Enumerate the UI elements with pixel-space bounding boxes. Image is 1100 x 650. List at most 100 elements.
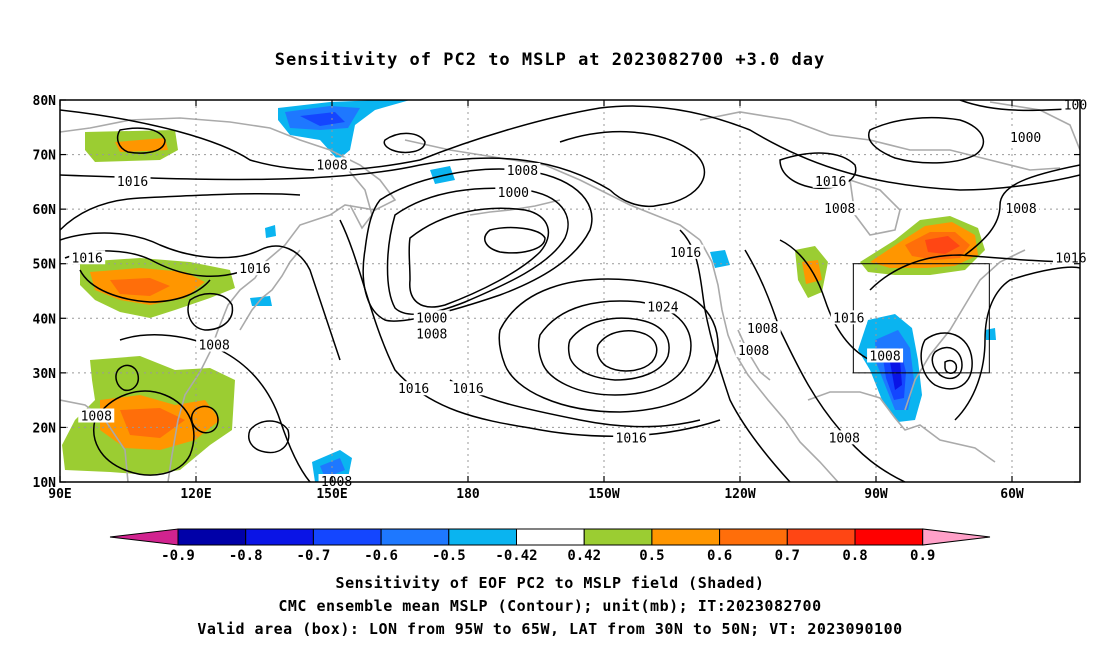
contour-line <box>964 164 1080 256</box>
lon-tick-label: 120W <box>724 487 755 502</box>
contour-label-bg <box>495 184 532 199</box>
contour-label: 1008 <box>507 164 538 179</box>
lat-tick-label: 50N <box>33 258 57 273</box>
contour-line <box>79 269 211 303</box>
lat-tick-label: 10N <box>33 476 57 491</box>
contour-line <box>248 420 290 454</box>
contour-label-bg <box>504 162 541 177</box>
colorbar-segment <box>448 528 517 546</box>
coastline-gulf <box>807 391 996 463</box>
contour-label: 1000 <box>1010 131 1041 146</box>
contour-label-bg <box>812 173 849 188</box>
negative-sensitivity-patch <box>985 328 996 340</box>
positive-sensitivity-patch <box>115 138 168 152</box>
colorbar-segment <box>380 528 450 546</box>
positive-sensitivity-patch <box>120 408 185 438</box>
contour-label: 1008 <box>824 202 855 217</box>
contour-line <box>419 105 1080 191</box>
caption-valid-area: Valid area (box): LON from 95W to 65W, L… <box>197 620 903 638</box>
contour-line <box>383 132 426 154</box>
contour-line <box>190 405 219 434</box>
lat-tick-label: 30N <box>33 367 57 382</box>
coastline-greenland <box>989 101 1080 151</box>
contour-label: 1000 <box>498 186 529 201</box>
colorbar-label: -0.7 <box>297 548 331 564</box>
coastline-east-us <box>904 249 1026 411</box>
lat-tick-label: 20N <box>33 421 57 436</box>
contour-label-bg <box>69 250 106 265</box>
contour-label-bg <box>413 326 450 341</box>
coastline-north-america-west <box>699 239 839 482</box>
contour-label-bg <box>867 348 904 363</box>
contour-line <box>868 116 985 164</box>
contour-label: 1016 <box>117 175 148 190</box>
contour-label: 1008 <box>738 344 769 359</box>
lon-tick-label: 150W <box>588 487 619 502</box>
caption-shaded: Sensitivity of EOF PC2 to MSLP field (Sh… <box>335 574 765 592</box>
colorbar-extend-high <box>922 528 991 546</box>
contour-line <box>537 300 692 396</box>
contour-line <box>498 278 719 413</box>
negative-sensitivity-patch <box>300 112 345 126</box>
contour-label-bg <box>644 299 681 314</box>
contour-line <box>60 157 611 191</box>
colorbar-label: -0.8 <box>229 548 263 564</box>
positive-sensitivity-patch <box>925 236 960 254</box>
contour-label: 1016 <box>398 382 429 397</box>
contour-line <box>119 334 311 482</box>
contour-label-bg <box>196 337 233 352</box>
map-axes: 90E 120E 150E 180 150W 120W 90W 60W 10N 20N 30N 40N… <box>33 94 1080 502</box>
colorbar-label: -0.5 <box>432 548 466 564</box>
caption-contour: CMC ensemble mean MSLP (Contour); unit(m… <box>278 597 822 615</box>
colorbar-label: 0.6 <box>707 548 732 564</box>
lon-tick-label: 60W <box>1000 487 1024 502</box>
mslp-contours <box>60 100 1080 482</box>
contour-label: 1016 <box>1055 251 1086 266</box>
lon-tick-label: 90W <box>864 487 888 502</box>
contour-label-bg <box>314 157 350 172</box>
coastline-arctic <box>699 111 1061 171</box>
colorbar-label: 0.7 <box>775 548 800 564</box>
lat-tick-label: 60N <box>33 203 57 218</box>
colorbar-label: 0.5 <box>639 548 664 564</box>
contour-line <box>60 109 421 171</box>
contour-label-bg <box>667 244 704 259</box>
lat-tick-label: 80N <box>33 94 57 109</box>
contour-label: 1008 <box>81 410 112 425</box>
contour-label-bg <box>1003 201 1040 216</box>
coastline-baja <box>737 329 771 381</box>
positive-sensitivity-patch <box>110 278 170 296</box>
contour-label-bg <box>830 310 867 325</box>
contour-label: 1016 <box>815 175 846 190</box>
contour-label: 1008 <box>416 328 447 343</box>
contour-line <box>931 346 963 380</box>
contour-line <box>484 226 546 254</box>
lon-tick-label: 180 <box>456 487 480 502</box>
negative-sensitivity-patch <box>250 296 272 306</box>
contour-line <box>116 127 166 154</box>
contour-line <box>920 332 973 390</box>
coastline-alaska <box>404 139 701 241</box>
contour-line <box>744 249 906 482</box>
colorbar-segment <box>312 528 382 546</box>
negative-sensitivity-patch <box>890 360 902 390</box>
contour-label: 1016 <box>452 382 483 397</box>
colorbar-label: -0.42 <box>495 548 537 564</box>
contour-label-bg <box>1007 130 1044 145</box>
colorbar-segment <box>245 528 314 546</box>
contour-line <box>187 293 234 331</box>
colorbar-segment <box>854 528 924 546</box>
lon-tick-label: 150E <box>316 487 347 502</box>
colorbar-label: 0.42 <box>567 548 601 564</box>
contour-line <box>869 254 1080 291</box>
contour-label: 1008 <box>316 158 347 173</box>
colorbar-segment <box>719 528 788 546</box>
contour-label: 1008 <box>747 322 778 337</box>
contour-label: 1016 <box>833 311 864 326</box>
contour-label: 1016 <box>239 262 270 277</box>
colorbar-extend-low <box>109 528 179 546</box>
colorbar-label: 0.8 <box>842 548 867 564</box>
contour-line <box>779 152 857 189</box>
lat-tick-label: 40N <box>33 312 57 327</box>
coastline-japan <box>239 249 301 331</box>
